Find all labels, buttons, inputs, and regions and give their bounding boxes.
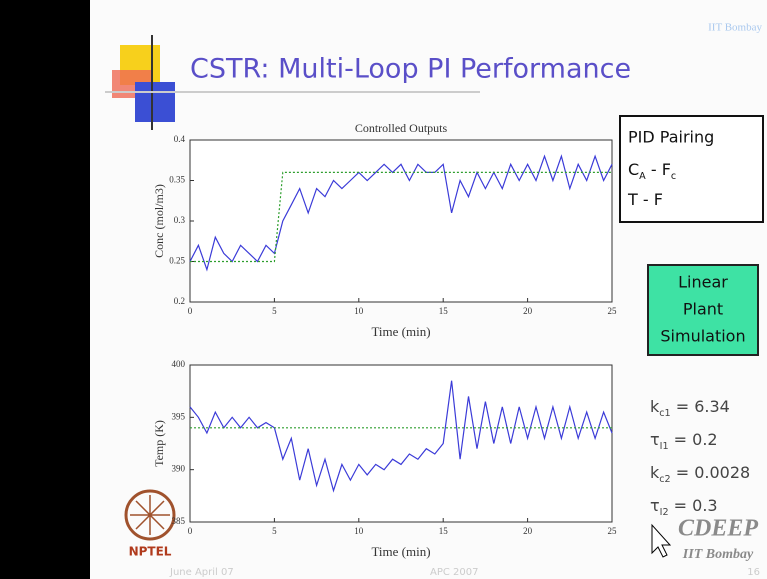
slide-title: CSTR: Multi-Loop PI Performance xyxy=(190,54,631,85)
y-axis-label: Temp (K) xyxy=(152,420,166,467)
sim-line: Simulation xyxy=(660,327,745,346)
x-tick-label: 5 xyxy=(272,526,277,536)
cdeep-text: CDEEP xyxy=(678,516,758,542)
y-tick-label: 0.25 xyxy=(169,256,185,266)
footer-page: 16 xyxy=(747,567,760,578)
text-part: - F xyxy=(646,160,671,179)
text-part: T - F xyxy=(627,190,663,209)
chart-title: Controlled Outputs xyxy=(355,121,448,135)
y-tick-label: 0.2 xyxy=(174,296,185,306)
footer-date: June April 07 xyxy=(169,567,234,578)
text-part: = 0.0028 xyxy=(671,463,751,482)
parameter: τI2 = 0.3 xyxy=(650,496,718,518)
x-tick-label: 10 xyxy=(354,526,364,536)
subscript: c2 xyxy=(659,474,670,485)
parameter: kc2 = 0.0028 xyxy=(650,463,750,485)
x-tick-label: 5 xyxy=(272,306,277,316)
text-part: k xyxy=(650,397,660,416)
line-series xyxy=(189,154,613,272)
sim-line: Plant xyxy=(683,300,723,319)
x-tick-label: 15 xyxy=(439,526,449,536)
plot-area xyxy=(189,364,613,523)
subscript: A xyxy=(639,171,646,182)
logo-square xyxy=(135,82,175,122)
subscript: c1 xyxy=(659,408,670,419)
x-tick-label: 0 xyxy=(188,306,193,316)
text-part: = 0.2 xyxy=(669,430,718,449)
y-tick-label: 390 xyxy=(172,464,186,474)
x-tick-label: 20 xyxy=(523,526,533,536)
x-tick-label: 25 xyxy=(608,526,618,536)
x-tick-label: 15 xyxy=(439,306,449,316)
cursor xyxy=(651,523,672,558)
subscript: c xyxy=(671,171,676,182)
y-tick-label: 395 xyxy=(172,411,186,421)
text-part: τ xyxy=(650,496,660,515)
sim-box xyxy=(647,264,759,356)
subscript: I1 xyxy=(660,441,669,452)
x-axis-label: Time (min) xyxy=(371,324,430,339)
nptel-text: NPTEL xyxy=(129,545,172,559)
nptel-logo xyxy=(130,495,170,535)
x-tick-label: 25 xyxy=(608,306,618,316)
line-series xyxy=(190,171,612,263)
sim-line: Linear xyxy=(678,273,728,292)
text-part: = 0.3 xyxy=(669,496,718,515)
y-tick-label: 0.4 xyxy=(174,134,186,144)
x-axis-label: Time (min) xyxy=(371,544,430,559)
parameter: kc1 = 6.34 xyxy=(650,397,730,419)
pid-box xyxy=(619,115,764,223)
pid-pair: CA - Fc xyxy=(628,160,676,182)
y-tick-label: 0.3 xyxy=(174,215,186,225)
text-part: = 6.34 xyxy=(671,397,730,416)
text-part: k xyxy=(650,463,660,482)
line-series xyxy=(189,380,613,493)
y-tick-label: 385 xyxy=(172,516,186,526)
footer-course: APC 2007 xyxy=(430,567,478,578)
text-part: C xyxy=(628,160,639,179)
text-part: τ xyxy=(650,430,660,449)
institute: IIT Bombay xyxy=(708,22,762,34)
y-axis-label: Conc (mol/m3) xyxy=(152,184,166,258)
y-tick-label: 0.35 xyxy=(169,175,185,185)
nptel-logo xyxy=(124,489,176,541)
x-tick-label: 10 xyxy=(354,306,364,316)
plot-area xyxy=(189,139,613,303)
subscript: I2 xyxy=(660,507,669,518)
x-tick-label: 20 xyxy=(523,306,533,316)
pid-heading: PID Pairing xyxy=(628,128,714,147)
cdeep-sub: IIT Bombay xyxy=(682,547,754,562)
parameter: τI1 = 0.2 xyxy=(650,430,718,452)
pid-pair: T - F xyxy=(627,190,663,209)
x-tick-label: 0 xyxy=(188,526,193,536)
y-tick-label: 400 xyxy=(172,359,186,369)
